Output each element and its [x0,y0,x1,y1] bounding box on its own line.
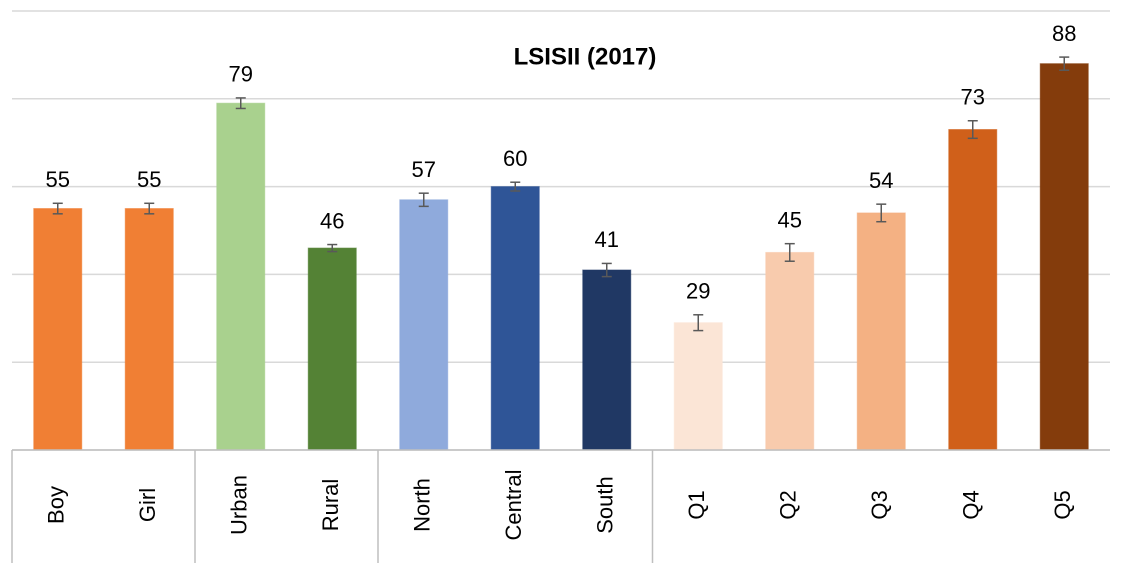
error-bar [967,120,978,140]
error-bar [52,202,63,215]
x-tick-label: Central [501,470,526,541]
bar [765,251,815,451]
bar [582,269,632,451]
bar [948,129,998,451]
value-label: 45 [778,207,802,232]
value-label: 88 [1052,21,1076,46]
bar [216,102,266,451]
x-tick-label: Q2 [776,490,801,519]
value-label: 54 [869,168,893,193]
value-label: 55 [46,167,70,192]
bar [124,208,174,451]
value-label: 55 [137,167,161,192]
error-bar [1059,56,1070,72]
x-tick-label: Girl [135,488,160,522]
bar [673,322,723,451]
x-tick-label: Rural [318,479,343,532]
x-tick-label: Q3 [867,490,892,519]
value-label: 60 [503,146,527,171]
error-bar [693,314,704,332]
error-bar [144,202,155,215]
value-label: 79 [229,62,253,87]
x-tick-label: Urban [227,475,252,535]
bar [490,186,540,451]
value-label: 46 [320,208,344,233]
value-label: 73 [961,85,985,110]
bar [307,247,357,451]
error-bar [601,262,612,278]
value-label: 41 [595,227,619,252]
bar [856,212,906,451]
value-label: 29 [686,279,710,304]
x-tick-label: Q1 [684,490,709,519]
error-bar [784,242,795,262]
error-bar [418,192,429,208]
bar [33,208,83,451]
bar [1039,63,1089,451]
error-bar [876,203,887,223]
x-tick-label: North [410,478,435,532]
error-bar [327,243,338,253]
x-tick-label: South [593,476,618,534]
bar [399,199,449,451]
error-bar [510,181,521,192]
value-label: 57 [412,157,436,182]
error-bar [235,97,246,110]
x-tick-label: Q5 [1050,490,1075,519]
x-tick-label: Boy [44,486,69,524]
x-tick-label: Q4 [959,490,984,519]
chart-title: LSISII (2017) [514,43,657,70]
